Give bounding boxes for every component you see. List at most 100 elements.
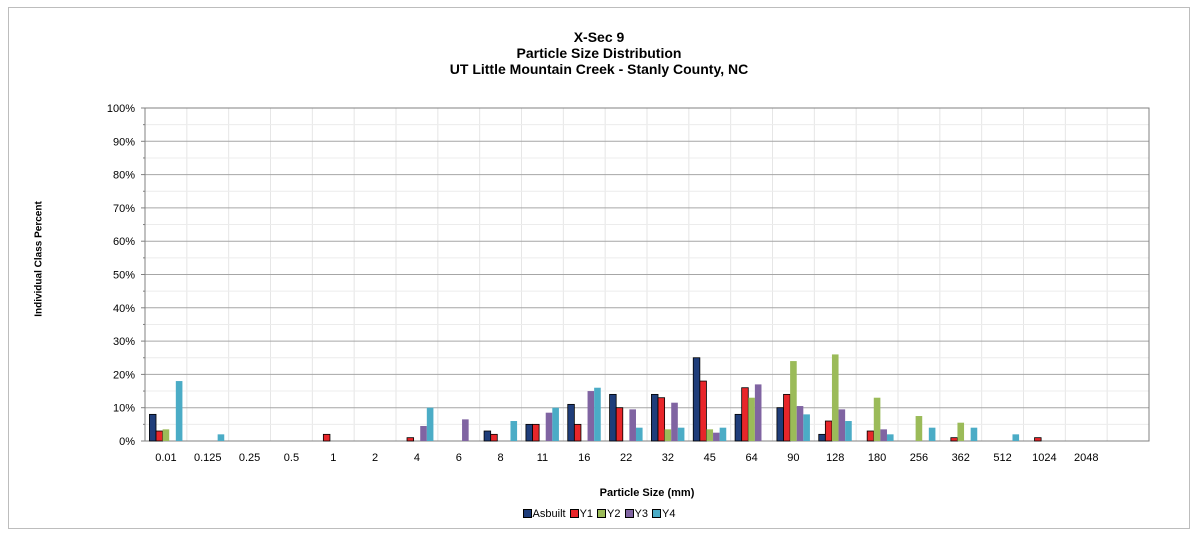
bar-y1 bbox=[866, 430, 875, 442]
legend-label: Y2 bbox=[607, 508, 621, 520]
x-tick-label: 90 bbox=[787, 452, 799, 464]
bar-y3 bbox=[671, 402, 678, 441]
bar-y4 bbox=[845, 421, 852, 441]
bar-y4 bbox=[970, 427, 978, 441]
bar-asbuilt bbox=[692, 357, 701, 442]
bar-y4 bbox=[594, 387, 601, 441]
bar-y3 bbox=[462, 419, 469, 441]
bar-y1 bbox=[783, 393, 791, 442]
bar-asbuilt bbox=[525, 423, 533, 442]
bar-asbuilt bbox=[483, 430, 492, 442]
x-tick-label: 16 bbox=[578, 452, 590, 464]
y-tick-label: 80% bbox=[113, 170, 135, 182]
legend-swatch bbox=[624, 509, 634, 518]
x-tick-label: 2048 bbox=[1074, 452, 1098, 464]
x-tick-label: 128 bbox=[826, 452, 844, 464]
y-tick-label: 90% bbox=[113, 136, 135, 148]
x-tick-label: 0.25 bbox=[239, 452, 260, 464]
y-tick-label: 100% bbox=[107, 103, 135, 115]
bar-y4 bbox=[677, 427, 685, 441]
legend-label: Y4 bbox=[661, 508, 676, 520]
bar-y2 bbox=[831, 354, 839, 441]
chart-title: X-Sec 9 bbox=[573, 29, 625, 45]
legend-label: Asbuilt bbox=[532, 508, 566, 520]
x-tick-label: 11 bbox=[537, 452, 548, 464]
x-tick-label: 4 bbox=[414, 452, 420, 464]
y-tick-label: 0% bbox=[119, 436, 135, 448]
x-tick-label: 64 bbox=[745, 452, 757, 464]
x-tick-label: 256 bbox=[910, 452, 928, 464]
x-axis-label: Particle Size (mm) bbox=[599, 487, 695, 499]
bar-y4 bbox=[719, 427, 727, 441]
x-tick-label: 0.01 bbox=[155, 452, 176, 464]
legend-swatch bbox=[522, 509, 532, 518]
legend-item: Y4 bbox=[651, 508, 676, 520]
y-axis-label: Individual Class Percent bbox=[33, 201, 45, 317]
bar-y2 bbox=[915, 416, 923, 441]
bar-y1 bbox=[1034, 437, 1042, 442]
bar-y1 bbox=[490, 433, 498, 442]
x-tick-label: 32 bbox=[662, 452, 674, 464]
x-tick-label: 6 bbox=[456, 452, 462, 464]
bar-y2 bbox=[873, 397, 881, 441]
x-tick-label: 180 bbox=[868, 452, 886, 464]
legend: Asbuilt Y1 Y2 Y3 Y4 bbox=[0, 508, 1198, 520]
y-tick-label: 70% bbox=[113, 203, 135, 215]
bar-y3 bbox=[838, 409, 846, 441]
x-tick-label: 1024 bbox=[1032, 452, 1056, 464]
chart-subtitle-location: UT Little Mountain Creek - Stanly County… bbox=[449, 61, 749, 77]
legend-label: Y3 bbox=[634, 508, 648, 520]
y-tick-label: 40% bbox=[113, 303, 135, 315]
legend-label: Y1 bbox=[579, 508, 594, 520]
x-tick-label: 362 bbox=[952, 452, 970, 464]
legend-item: Y1 bbox=[569, 508, 594, 520]
legend-swatch bbox=[569, 509, 579, 518]
legend-swatch bbox=[597, 509, 607, 518]
bar-y3 bbox=[880, 429, 887, 441]
bar-y1 bbox=[741, 387, 749, 442]
bar-y3 bbox=[629, 409, 636, 441]
bar-y2 bbox=[162, 429, 170, 441]
bar-y3 bbox=[587, 391, 595, 441]
bar-y2 bbox=[790, 361, 797, 441]
bar-y1 bbox=[155, 430, 164, 442]
bar-asbuilt bbox=[776, 407, 784, 442]
bar-asbuilt bbox=[818, 433, 826, 442]
bar-y1 bbox=[950, 437, 958, 442]
legend-swatch bbox=[651, 509, 661, 518]
x-tick-label: 0.125 bbox=[194, 452, 222, 464]
x-tick-label: 8 bbox=[498, 452, 504, 464]
bar-y1 bbox=[615, 407, 624, 442]
bar-asbuilt bbox=[567, 403, 575, 442]
x-tick-label: 1 bbox=[330, 452, 336, 464]
legend-item: Y3 bbox=[624, 508, 648, 520]
bar-y4 bbox=[886, 434, 894, 441]
chart-subtitle: Particle Size Distribution bbox=[516, 45, 682, 61]
bar-y4 bbox=[175, 381, 183, 441]
bar-y4 bbox=[217, 434, 225, 441]
bar-y4 bbox=[426, 407, 434, 441]
chart-titles: X-Sec 9 Particle Size Distribution UT Li… bbox=[0, 29, 1198, 77]
bar-y3 bbox=[796, 406, 804, 441]
bar-asbuilt bbox=[734, 413, 743, 442]
plot-border bbox=[144, 107, 1150, 442]
bar-y3 bbox=[545, 412, 553, 441]
bar-y1 bbox=[322, 433, 331, 442]
bar-y1 bbox=[532, 423, 540, 442]
bar-y1 bbox=[657, 397, 666, 442]
bar-asbuilt bbox=[651, 393, 659, 442]
bar-y1 bbox=[824, 420, 833, 442]
bar-y4 bbox=[1012, 434, 1020, 441]
x-tick-label: 512 bbox=[993, 452, 1011, 464]
x-tick-label: 45 bbox=[704, 452, 716, 464]
y-tick-label: 30% bbox=[113, 336, 135, 348]
y-tick-label: 50% bbox=[113, 270, 135, 282]
x-tick-label: 2 bbox=[372, 452, 378, 464]
bar-y2 bbox=[664, 429, 672, 441]
bar-y3 bbox=[754, 384, 762, 441]
y-tick-label: 60% bbox=[113, 236, 135, 248]
bar-y1 bbox=[699, 380, 707, 442]
bar-y2 bbox=[706, 429, 714, 441]
bar-y4 bbox=[635, 427, 643, 441]
